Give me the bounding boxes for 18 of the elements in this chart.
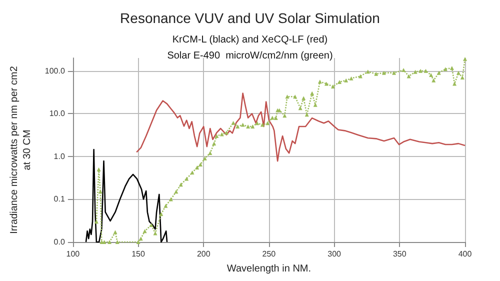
x-axis-title: Wavelength in NM. (226, 264, 312, 274)
y-tick-label: 100.0 (44, 66, 66, 76)
line-series (85, 148, 168, 243)
line-series (136, 92, 466, 162)
y-tick-label: 0.1 (54, 194, 66, 204)
chart-subtitle: KrCM-L (black) and XeCQ-LF (red) Solar E-490 microW/cm2/nm (green) (167, 34, 333, 62)
chart-title: Resonance VUV and UV Solar Simulation (120, 10, 380, 26)
x-tick-label: 250 (262, 250, 276, 258)
x-tick-label: 300 (328, 250, 342, 258)
x-tick-label: 350 (392, 250, 407, 258)
x-tick-label: 400 (458, 250, 472, 258)
y-tick-label: 0.0 (54, 238, 66, 246)
x-tick-label: 100 (66, 250, 80, 258)
y-axis-title: Irradiance microwatts per nm per cm2 at 30 CM (9, 66, 33, 234)
y-tick-label: 10.0 (49, 109, 66, 118)
y-tick-label: 1.0 (54, 152, 66, 161)
x-tick-label: 150 (132, 250, 146, 258)
x-tick-label: 200 (196, 250, 211, 258)
